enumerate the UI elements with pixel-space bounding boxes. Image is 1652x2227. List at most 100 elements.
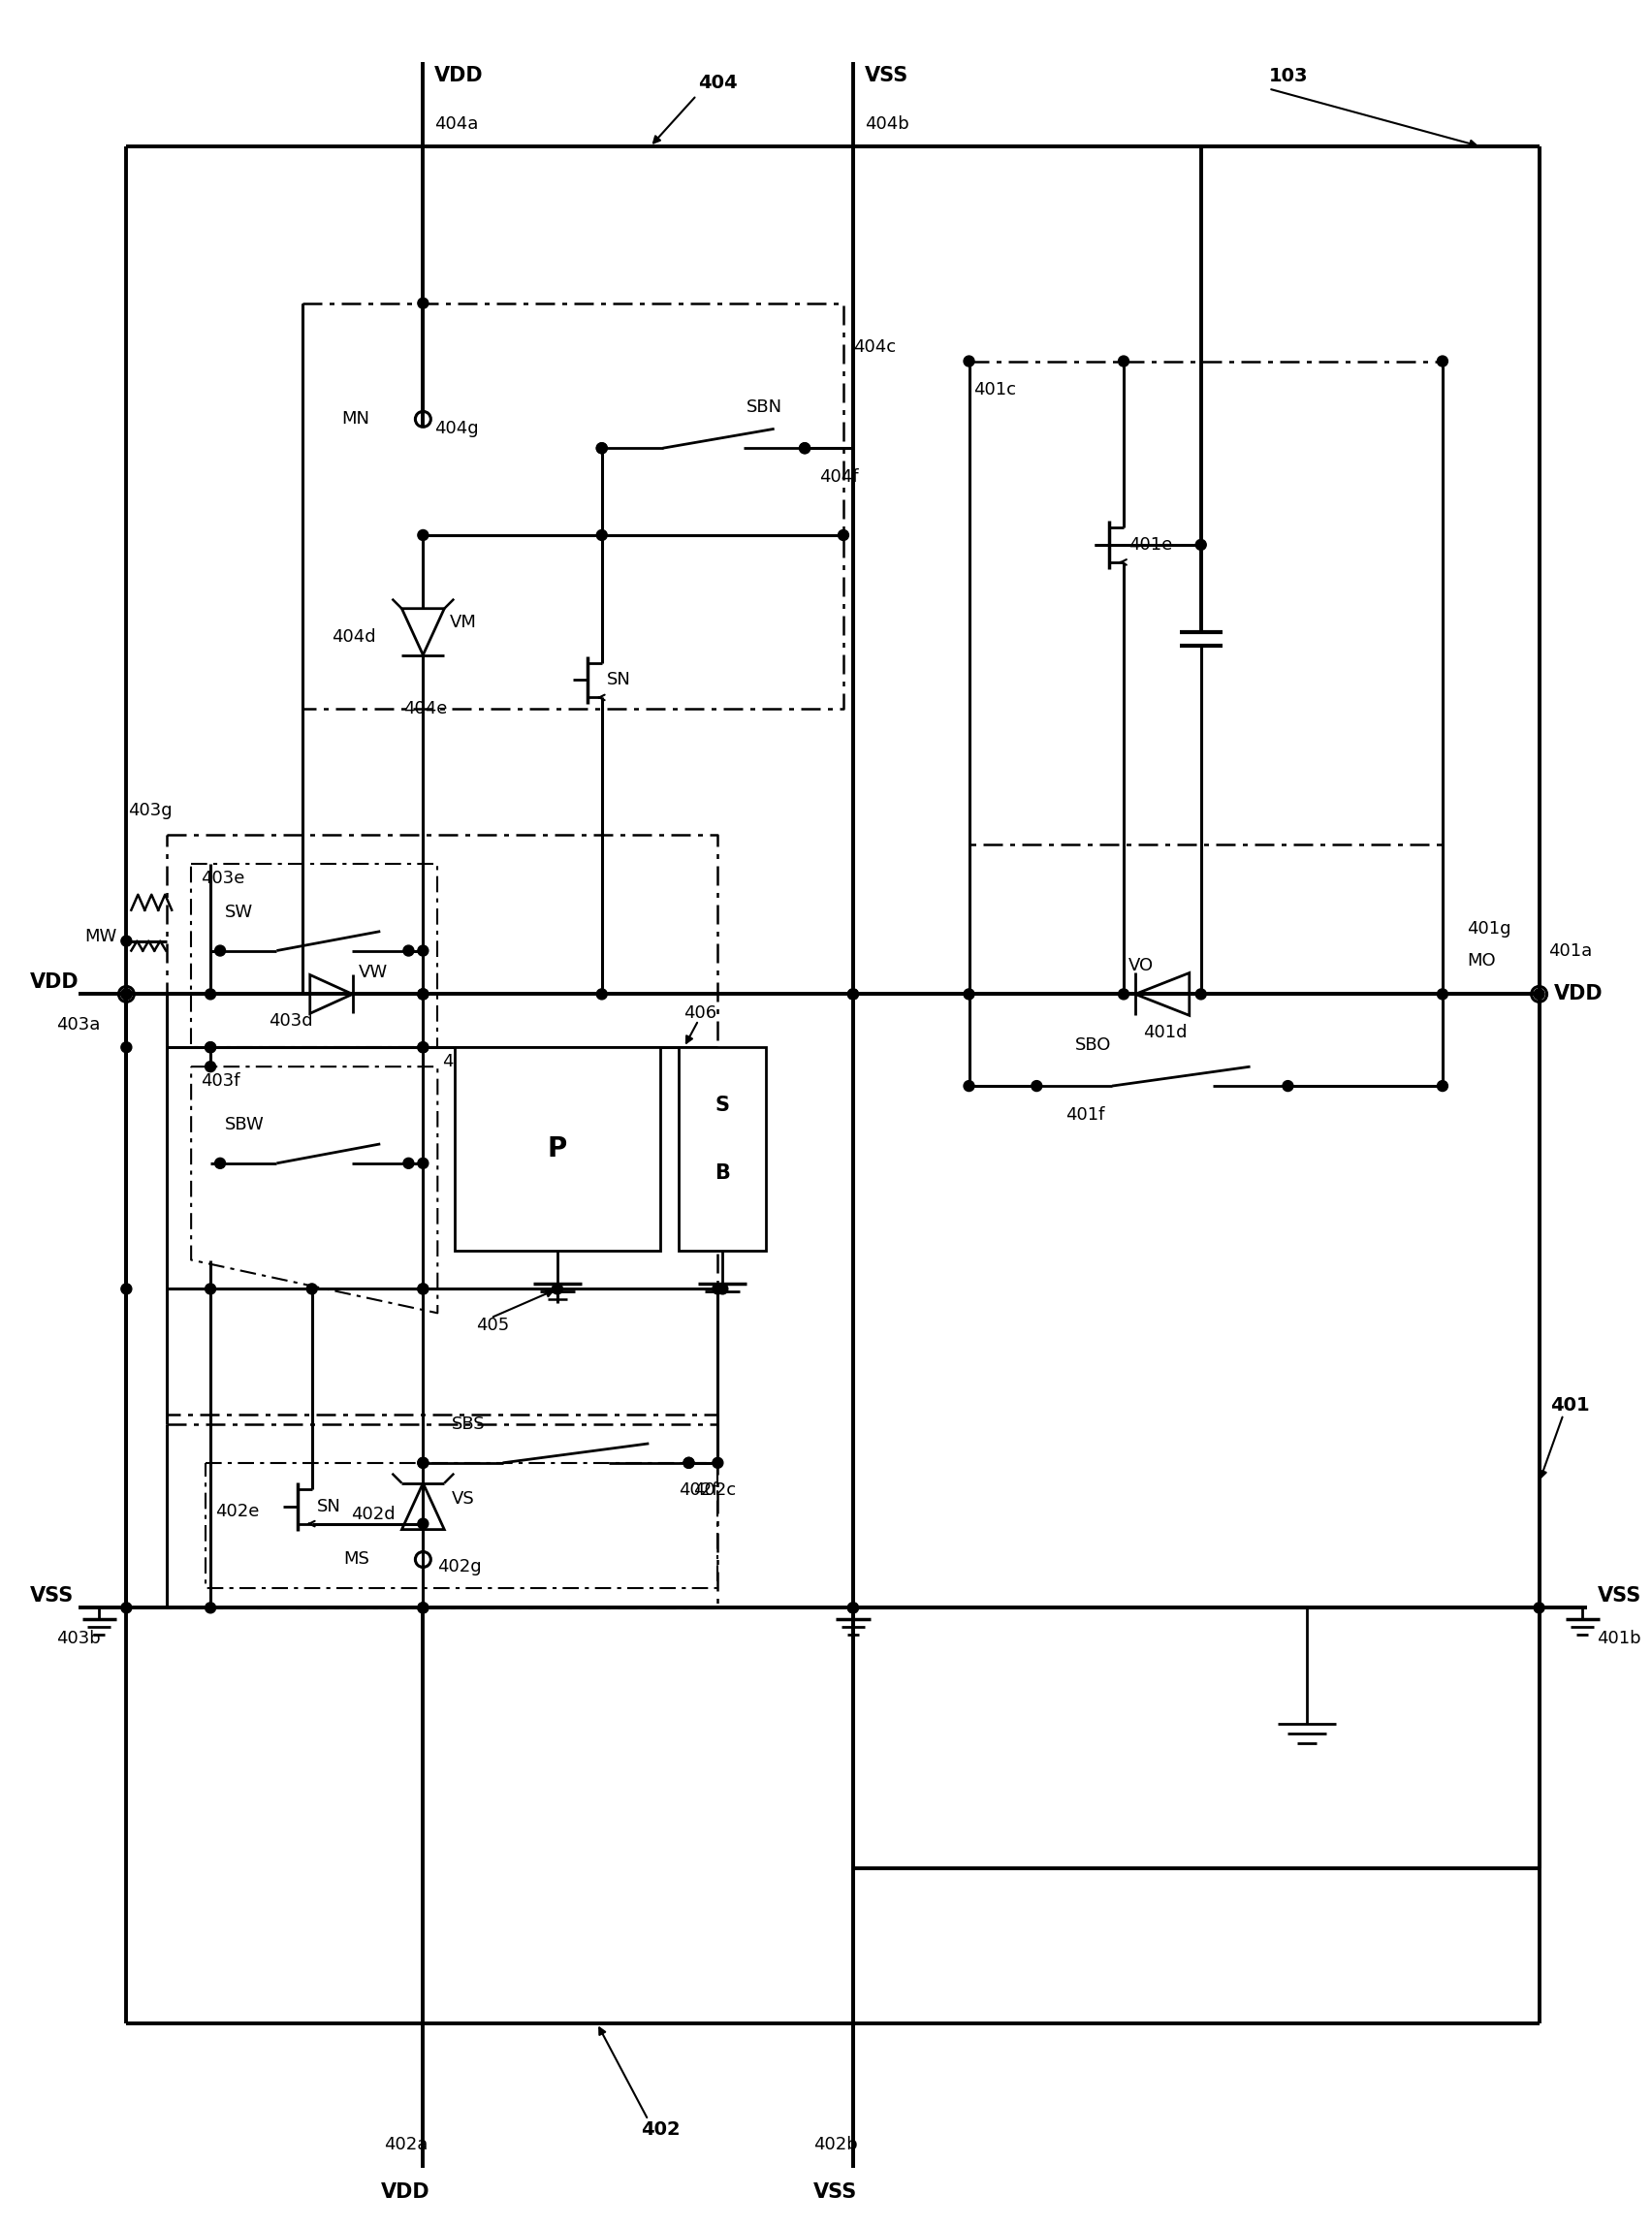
Circle shape <box>596 443 608 454</box>
Circle shape <box>963 1080 975 1091</box>
Text: VSS: VSS <box>814 2182 857 2203</box>
Text: 401b: 401b <box>1597 1630 1642 1648</box>
Text: 401f: 401f <box>1066 1107 1105 1125</box>
Circle shape <box>418 1456 428 1468</box>
Circle shape <box>552 1283 563 1294</box>
Circle shape <box>418 989 428 1000</box>
Circle shape <box>1196 989 1206 1000</box>
Text: MN: MN <box>342 410 370 428</box>
Circle shape <box>800 443 809 454</box>
Circle shape <box>121 1603 132 1612</box>
Circle shape <box>847 1603 859 1612</box>
Circle shape <box>205 1283 216 1294</box>
Circle shape <box>215 944 225 955</box>
Text: SN: SN <box>606 670 631 688</box>
Circle shape <box>1437 356 1447 367</box>
Circle shape <box>596 989 608 1000</box>
Circle shape <box>1118 989 1128 1000</box>
Text: VSS: VSS <box>30 1586 74 1606</box>
Text: 403e: 403e <box>202 869 244 886</box>
Text: VM: VM <box>449 612 477 630</box>
Text: 406: 406 <box>684 1004 717 1022</box>
Bar <box>679 1047 767 1249</box>
Circle shape <box>418 530 428 541</box>
Text: 401: 401 <box>1551 1396 1591 1414</box>
Text: SBO: SBO <box>1075 1036 1112 1053</box>
Circle shape <box>418 944 428 955</box>
Text: 404d: 404d <box>332 628 375 646</box>
Text: 402e: 402e <box>215 1503 259 1519</box>
Circle shape <box>121 1042 132 1053</box>
Circle shape <box>205 1062 216 1071</box>
Text: 401g: 401g <box>1467 920 1512 938</box>
Circle shape <box>418 1456 428 1468</box>
Text: VDD: VDD <box>30 973 79 993</box>
Circle shape <box>418 1042 428 1053</box>
Text: 403f: 403f <box>202 1073 240 1089</box>
Text: VSS: VSS <box>864 67 909 87</box>
Circle shape <box>1437 1080 1447 1091</box>
Text: 404g: 404g <box>434 421 479 436</box>
Text: MS: MS <box>344 1550 370 1568</box>
Text: VDD: VDD <box>382 2182 430 2203</box>
Text: SN: SN <box>317 1497 340 1514</box>
Circle shape <box>215 1158 225 1169</box>
Circle shape <box>596 530 608 541</box>
Text: VDD: VDD <box>434 67 484 87</box>
Circle shape <box>403 1158 415 1169</box>
Circle shape <box>121 989 132 1000</box>
Circle shape <box>205 989 216 1000</box>
Circle shape <box>418 1603 428 1612</box>
Circle shape <box>307 1283 317 1294</box>
Circle shape <box>418 989 428 1000</box>
Text: 404: 404 <box>699 73 738 91</box>
Circle shape <box>418 1519 428 1530</box>
Text: 402d: 402d <box>350 1505 395 1523</box>
Text: 402: 402 <box>641 2120 681 2138</box>
Text: SW: SW <box>225 904 253 920</box>
Circle shape <box>963 356 975 367</box>
Circle shape <box>1118 356 1128 367</box>
Text: B: B <box>715 1162 730 1183</box>
Circle shape <box>121 1283 132 1294</box>
Circle shape <box>1031 1080 1042 1091</box>
Circle shape <box>684 1456 694 1468</box>
Circle shape <box>418 1603 428 1612</box>
Circle shape <box>418 1283 428 1294</box>
Circle shape <box>121 935 132 946</box>
Circle shape <box>403 944 415 955</box>
Circle shape <box>418 1042 428 1053</box>
Text: SBW: SBW <box>225 1116 264 1134</box>
Circle shape <box>205 1603 216 1612</box>
Text: 103: 103 <box>1269 67 1308 85</box>
Text: 402c: 402c <box>694 1481 737 1499</box>
Text: 404f: 404f <box>819 468 859 485</box>
Circle shape <box>963 989 975 1000</box>
Text: MW: MW <box>84 926 117 944</box>
Text: 401c: 401c <box>973 381 1016 399</box>
Text: 404b: 404b <box>864 116 909 134</box>
Circle shape <box>205 1042 216 1053</box>
Circle shape <box>838 530 849 541</box>
Text: 401a: 401a <box>1550 942 1593 960</box>
Text: 403c: 403c <box>443 1053 486 1071</box>
Text: 403g: 403g <box>129 802 172 820</box>
Circle shape <box>1533 989 1545 1000</box>
Circle shape <box>712 1283 724 1294</box>
Text: 402g: 402g <box>438 1559 482 1577</box>
Text: S: S <box>715 1096 730 1116</box>
Text: 402b: 402b <box>813 2136 857 2154</box>
Text: 402a: 402a <box>383 2136 428 2154</box>
Circle shape <box>1196 539 1206 550</box>
Circle shape <box>418 298 428 310</box>
Circle shape <box>1437 989 1447 1000</box>
Text: 401d: 401d <box>1143 1024 1188 1042</box>
Circle shape <box>847 1603 859 1612</box>
Circle shape <box>205 1042 216 1053</box>
Text: 403a: 403a <box>56 1016 99 1033</box>
Circle shape <box>717 1283 729 1294</box>
Text: VO: VO <box>1128 955 1153 973</box>
Bar <box>454 1047 659 1249</box>
Text: 404c: 404c <box>852 339 895 356</box>
Text: SBS: SBS <box>453 1416 486 1432</box>
